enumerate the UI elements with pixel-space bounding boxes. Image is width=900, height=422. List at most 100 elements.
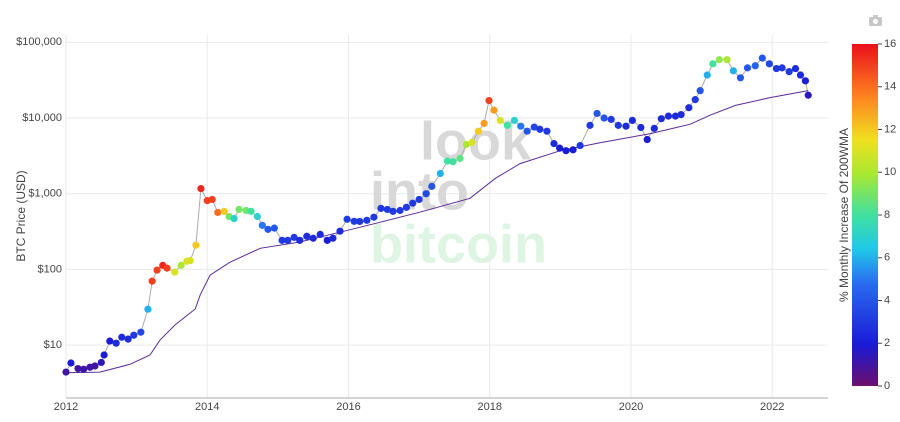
price-dot [778,64,786,72]
price-dot [462,140,471,149]
price-dot [703,71,711,79]
price-dot [671,112,680,120]
price-dot [785,68,793,76]
price-dot [130,331,138,339]
colorbar-tick-label: 4 [884,294,890,306]
price-dot [428,182,436,190]
price-dot [685,104,693,112]
price-dot [530,123,538,131]
price-dot [485,96,493,105]
price-dot [576,141,584,150]
price-dot [556,144,564,152]
price-dot [614,121,622,129]
y-tick-label: $100 [38,263,62,275]
price-dot [503,121,511,129]
price-dot [153,266,161,274]
price-dot [343,215,351,223]
price-dot [329,234,337,242]
price-dot [112,339,120,347]
price-dot [772,64,781,73]
price-dot [804,91,812,99]
x-tick-label: 2016 [336,401,360,413]
price-dot [377,204,385,212]
price-dot [643,135,651,144]
colorbar-tick-label: 16 [884,38,896,50]
price-dot [80,365,88,373]
price-dot [124,335,132,343]
price-dot [296,236,304,244]
price-dot [569,146,577,154]
series-line [65,90,809,374]
price-dot [323,236,331,244]
price-dot [677,110,685,119]
y-tick-label: $100,000 [16,36,62,48]
price-dot [474,127,483,135]
price-dot [74,364,82,373]
price-dot [163,264,171,272]
price-dot [607,115,615,123]
colorbar-tick-label: 6 [884,252,890,264]
price-dot [422,190,430,198]
price-dot [622,122,630,130]
price-dot [791,64,800,73]
price-dot [696,87,704,95]
price-dot [336,227,344,235]
x-tick-label: 2020 [619,401,643,413]
price-dot [220,207,228,215]
price-dot [91,362,99,370]
price-dot [396,206,404,215]
price-dot [100,351,108,359]
price-dot [247,207,255,215]
price-dot [729,67,737,75]
price-dot [316,230,324,239]
price-dot [284,236,292,244]
price-dot [801,77,810,85]
price-dot [270,224,278,232]
camera-icon[interactable] [869,15,882,26]
price-dot [258,221,266,229]
price-dot [650,124,658,132]
price-dot [409,199,417,207]
y-tick-label: $10,000 [22,112,62,124]
price-dot [144,305,152,313]
watermark: bitcoin [370,214,547,274]
price-dot [350,217,358,225]
colorbar-tick-label: 0 [884,380,890,392]
price-dot [709,60,717,68]
price-dot [490,106,498,114]
price-dot [536,125,544,133]
y-axis-title: BTC Price (USD) [14,170,28,261]
price-dot [97,358,105,367]
price-dot [235,205,243,214]
price-dot [303,232,311,240]
price-dot [743,64,752,72]
price-dot [637,123,645,132]
price-dot [278,236,286,244]
price-dot [664,112,672,120]
price-dot [449,158,457,166]
colorbar-tick-label: 12 [884,123,896,135]
price-dot [148,277,156,285]
price-dot [106,337,114,345]
colorbar-title: % Monthly Increase Of 200WMA [837,128,851,302]
price-dot [691,96,699,104]
price-dot [177,261,185,269]
price-dot [415,195,423,204]
price-dot [214,208,222,217]
price-dot [370,213,378,221]
price-dot [758,54,766,62]
price-dot [456,154,464,163]
price-dot [751,62,759,70]
price-dot [562,147,570,155]
colorbar-tick-label: 14 [884,81,896,93]
price-dot [657,115,665,123]
axes [65,35,828,398]
price-dot [62,368,70,376]
price-dot [171,268,179,276]
price-dot [586,121,594,129]
colorbar-tick-label: 8 [884,209,890,221]
price-dot [402,203,410,211]
colorbar [852,44,878,386]
colorbar-tick-label: 2 [884,337,890,349]
price-dot [765,60,773,68]
